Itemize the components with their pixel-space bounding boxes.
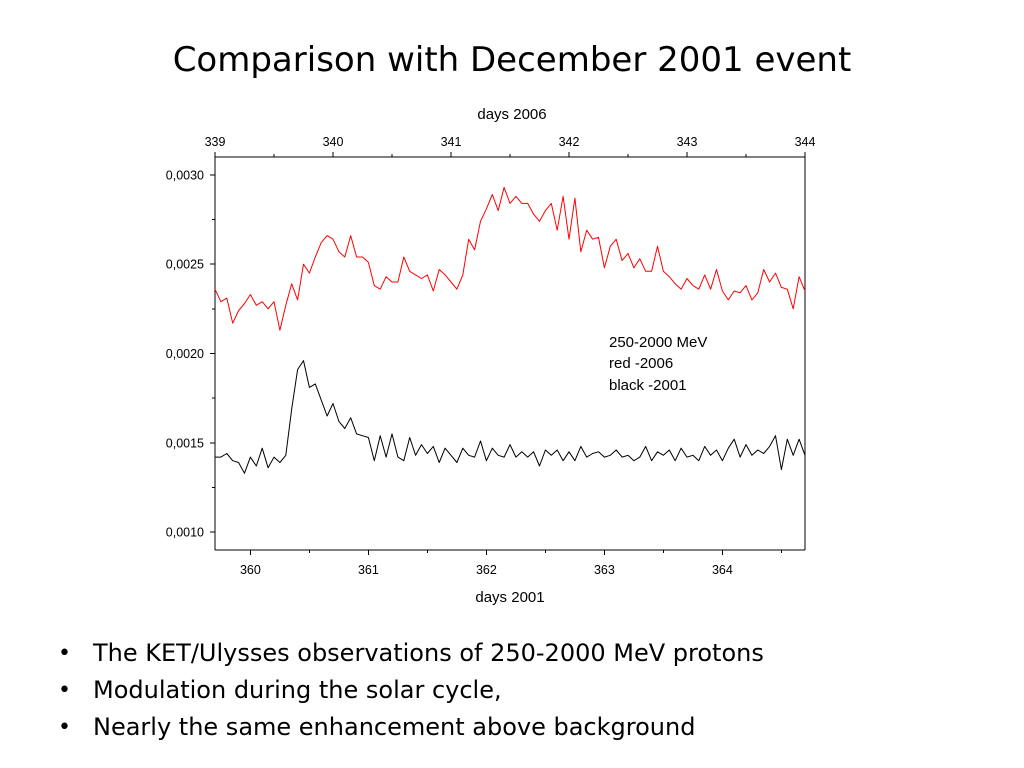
annotation-energy-range: 250-2000 MeV	[609, 334, 707, 351]
y-tick-label: 0,0025	[166, 258, 204, 272]
series-2001-line	[215, 360, 806, 474]
series-2006-line	[214, 186, 806, 331]
slide-title: Comparison with December 2001 event	[172, 40, 852, 80]
annotation-red-series: red -2006	[609, 355, 673, 372]
top-tick-label: 339	[205, 135, 226, 149]
bullet-item: Modulation during the solar cycle,	[0, 672, 1024, 709]
top-axis-label: days 2006	[477, 106, 546, 123]
y-tick-label: 0,0020	[166, 347, 204, 361]
bottom-axis-label: days 2001	[475, 589, 544, 606]
plot-series	[214, 186, 806, 474]
bottom-tick-label: 363	[594, 563, 615, 577]
top-tick-label: 344	[795, 135, 816, 149]
top-tick-label: 340	[323, 135, 344, 149]
annotation-black-series: black -2001	[609, 377, 687, 394]
bottom-tick-label: 364	[712, 563, 733, 577]
bottom-tick-label: 360	[240, 563, 261, 577]
bullet-item: Nearly the same enhancement above backgr…	[0, 709, 1024, 746]
top-tick-label: 341	[441, 135, 462, 149]
y-tick-label: 0,0030	[166, 168, 204, 182]
bullet-list: The KET/Ulysses observations of 250-2000…	[0, 635, 1024, 746]
y-tick-label: 0,0010	[166, 526, 204, 540]
y-tick-label: 0,0015	[166, 436, 204, 450]
top-tick-label: 342	[559, 135, 580, 149]
bottom-tick-label: 361	[358, 563, 379, 577]
bullet-item: The KET/Ulysses observations of 250-2000…	[0, 635, 1024, 672]
top-tick-label: 343	[677, 135, 698, 149]
bottom-tick-label: 362	[476, 563, 497, 577]
axis-ticks: 0,0010 0,0015 0,0020 0,0025 0,0030 360 361 362 3…	[166, 135, 816, 577]
